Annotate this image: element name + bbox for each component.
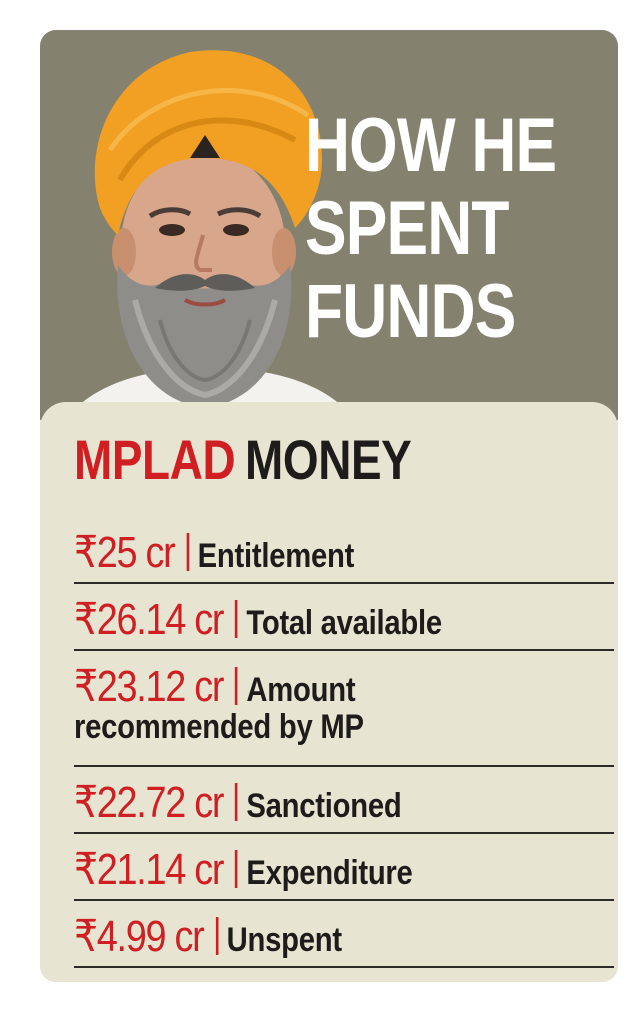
row-label: Total available bbox=[246, 604, 442, 642]
panel-title: MPLAD MONEY bbox=[74, 428, 412, 491]
row-label: Amount bbox=[246, 671, 356, 709]
row-amount: ₹4.99 cr bbox=[74, 912, 205, 961]
row-separator bbox=[235, 783, 238, 821]
headline: HOW HE SPENT FUNDS bbox=[305, 104, 559, 353]
row-separator bbox=[235, 850, 238, 888]
row-label: Unspent bbox=[226, 921, 342, 959]
list-item: ₹25 cr Entitlement bbox=[74, 517, 614, 584]
row-amount: ₹25 cr bbox=[74, 528, 176, 577]
list-item: ₹4.99 cr Unspent bbox=[74, 901, 614, 968]
headline-line-3: FUNDS bbox=[305, 269, 516, 354]
row-label: Expenditure bbox=[246, 854, 413, 892]
panel-title-dark: MONEY bbox=[245, 428, 412, 491]
row-separator bbox=[186, 533, 190, 571]
row-amount: ₹21.14 cr bbox=[74, 845, 224, 894]
portrait-icon bbox=[60, 50, 360, 430]
list-item: ₹21.14 cr Expenditure bbox=[74, 834, 614, 901]
row-amount: ₹23.12 cr bbox=[74, 662, 224, 711]
list-item: ₹23.12 cr Amount recommended by MP bbox=[74, 651, 614, 767]
row-separator bbox=[235, 600, 238, 638]
list-item: ₹22.72 cr Sanctioned bbox=[74, 767, 614, 834]
headline-line-2: SPENT bbox=[305, 186, 510, 271]
list-item: ₹26.14 cr Total available bbox=[74, 584, 614, 651]
infographic-card: HOW HE SPENT FUNDS MPLAD MONEY ₹25 cr Enti… bbox=[40, 30, 618, 982]
funds-list: ₹25 cr Entitlement ₹26.14 cr Total availab… bbox=[74, 517, 614, 968]
row-amount: ₹22.72 cr bbox=[74, 778, 224, 827]
funds-panel: MPLAD MONEY ₹25 cr Entitlement ₹26.14 cr To… bbox=[40, 402, 618, 982]
row-label-continued: recommended by MP bbox=[74, 708, 364, 746]
row-separator bbox=[215, 917, 219, 955]
row-amount: ₹26.14 cr bbox=[74, 595, 224, 644]
row-label: Sanctioned bbox=[246, 787, 402, 825]
row-label: Entitlement bbox=[197, 537, 355, 575]
panel-title-red: MPLAD bbox=[74, 428, 236, 491]
headline-line-1: HOW HE bbox=[305, 103, 557, 188]
row-separator bbox=[235, 667, 238, 705]
header-band: HOW HE SPENT FUNDS bbox=[40, 30, 618, 430]
